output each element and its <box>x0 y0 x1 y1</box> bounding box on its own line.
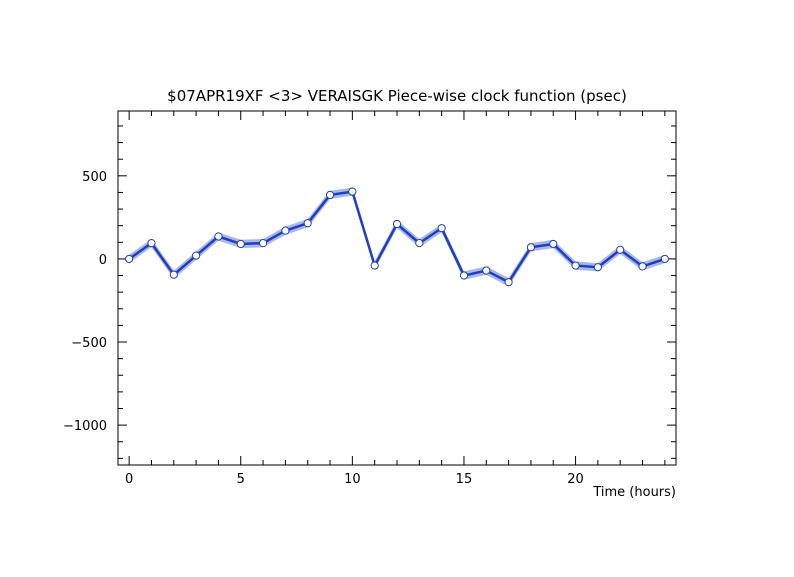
series-band <box>129 187 665 287</box>
data-point <box>482 266 491 275</box>
uncertainty-band <box>129 187 665 287</box>
x-tick-label: 15 <box>456 472 473 487</box>
data-point <box>348 187 357 196</box>
chart-title: $07APR19XF <3> VERAISGK Piece-wise clock… <box>167 87 627 105</box>
data-point <box>147 239 156 248</box>
x-tick-label: 10 <box>344 472 361 487</box>
data-points <box>125 187 669 287</box>
data-point <box>415 239 424 248</box>
plot-frame <box>117 110 677 466</box>
data-point <box>526 243 536 252</box>
data-point <box>549 239 558 249</box>
tick-labels: 0 5 10 15 20 500 0 −500 −1000 <box>63 170 584 487</box>
y-tick-label: 0 <box>99 253 107 268</box>
data-point <box>370 261 379 270</box>
data-point <box>459 271 469 280</box>
data-point <box>281 226 290 235</box>
data-point <box>125 254 134 264</box>
axis-ticks <box>118 111 676 465</box>
y-tick-label: 500 <box>82 170 107 185</box>
data-point <box>236 239 245 249</box>
data-point <box>258 239 268 248</box>
data-point <box>437 224 446 233</box>
x-tick-label: 5 <box>237 472 245 487</box>
x-tick-label: 20 <box>567 472 584 487</box>
x-tick-label: 0 <box>125 472 133 487</box>
data-point <box>504 278 513 287</box>
data-point <box>169 270 178 279</box>
y-tick-label: −500 <box>71 336 107 351</box>
data-point <box>593 263 602 272</box>
data-point <box>660 254 669 264</box>
data-point <box>192 251 201 260</box>
x-axis-label: Time (hours) <box>592 485 676 500</box>
data-point <box>214 232 223 241</box>
data-point <box>616 245 625 254</box>
data-point <box>392 219 402 229</box>
y-tick-label: −1000 <box>63 419 107 434</box>
data-point <box>571 261 580 270</box>
data-point <box>638 262 647 271</box>
data-point <box>303 219 312 228</box>
data-point <box>325 190 335 200</box>
